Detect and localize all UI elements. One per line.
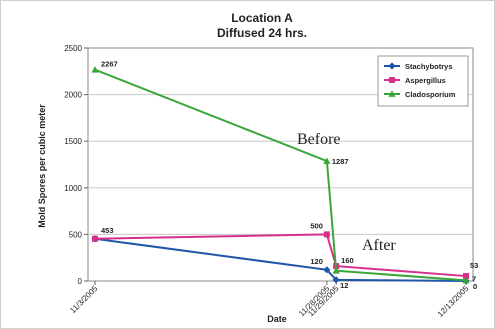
legend-marker-stachybotrys: [388, 62, 396, 70]
data-label: 53: [470, 261, 478, 270]
legend-label-aspergillus: Aspergillus: [405, 76, 446, 85]
y-tick-label: 0: [78, 277, 83, 286]
data-point-cladosporium: [323, 157, 331, 164]
annotation-before: Before: [297, 131, 341, 148]
chart-subtitle: Diffused 24 hrs.: [217, 26, 307, 40]
y-axis-ticks: 0 500 1000 1500 2000 2500: [64, 44, 88, 286]
data-label: 453: [101, 226, 114, 235]
data-label: 120: [310, 257, 323, 266]
data-point-cladosporium: [91, 66, 99, 73]
data-label: 12: [340, 281, 348, 290]
y-axis-label: Mold Spores per cubic meter: [37, 104, 47, 228]
data-label: 1287: [332, 157, 349, 166]
legend: Stachybotrys Aspergillus Cladosporium: [377, 55, 469, 107]
y-tick-label: 2000: [64, 91, 82, 100]
legend-label-cladosporium: Cladosporium: [405, 90, 456, 99]
legend-marker-aspergillus: [389, 77, 395, 83]
data-label: 7: [472, 274, 476, 283]
y-tick-label: 500: [69, 230, 83, 239]
data-label: 0: [473, 282, 477, 291]
data-label: 500: [310, 221, 323, 230]
x-axis-label: Date: [267, 314, 287, 324]
series-line-stachybotrys: [94, 237, 467, 282]
data-point-stachybotrys: [323, 266, 331, 274]
legend-items: Stachybotrys Aspergillus Cladosporium: [384, 62, 456, 99]
legend-marker-cladosporium: [388, 90, 396, 97]
data-point-aspergillus: [323, 231, 330, 238]
data-point-cladosporium: [332, 267, 340, 274]
data-label: 160: [341, 256, 354, 265]
data-label: 2267: [101, 60, 118, 69]
data-point-aspergillus: [463, 273, 469, 280]
series-line-aspergillus: [94, 233, 467, 278]
series-line-cladosporium: [94, 68, 467, 282]
legend-label-stachybotrys: Stachybotrys: [405, 62, 453, 71]
chart-title: Location A: [231, 11, 293, 25]
data-point-aspergillus: [92, 235, 98, 242]
series-layer: [91, 66, 470, 285]
y-tick-label: 1000: [64, 184, 82, 193]
annotation-after: After: [362, 237, 396, 254]
y-tick-label: 1500: [64, 137, 82, 146]
y-tick-label: 2500: [64, 44, 82, 53]
data-point-cladosporium: [462, 276, 470, 284]
data-point-stachybotrys: [332, 276, 340, 284]
